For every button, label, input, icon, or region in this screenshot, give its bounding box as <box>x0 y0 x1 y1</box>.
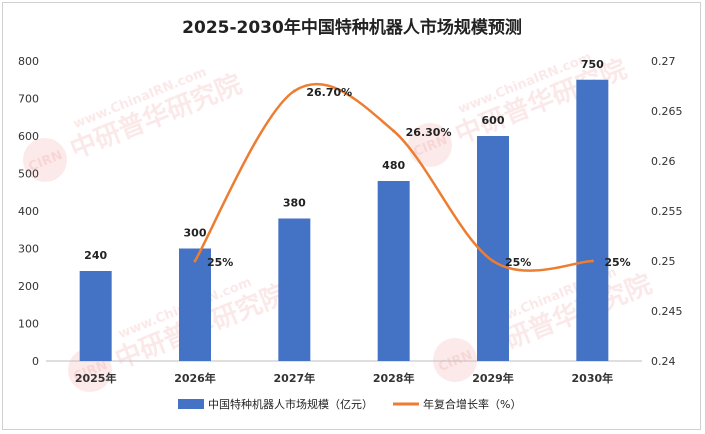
bar <box>278 218 311 361</box>
bar-value-label: 600 <box>482 114 505 127</box>
legend-swatch-bar <box>178 399 204 409</box>
bar-value-label: 480 <box>382 159 405 172</box>
legend-label-bar: 中国特种机器人市场规模（亿元） <box>208 397 373 411</box>
bar-value-label: 300 <box>184 227 207 240</box>
y-left-tick-label: 100 <box>18 318 39 331</box>
chart-title: 2025-2030年中国特种机器人市场规模预测 <box>182 17 522 38</box>
x-tick-label: 2025年 <box>75 371 117 385</box>
line-point <box>491 259 495 263</box>
bar-value-label: 380 <box>283 197 306 210</box>
bar-series: 240 300 380 480 600 750 <box>79 58 609 361</box>
y-right-tick-label: 0.265 <box>651 105 683 118</box>
y-right-tick-label: 0.27 <box>651 55 676 68</box>
line-value-label: 26.30% <box>406 126 452 139</box>
y-right-tick-label: 0.24 <box>651 355 676 368</box>
line-value-label: 25% <box>207 256 233 269</box>
axes: 0 100 200 300 400 500 600 700 800 0.24 0.245 0.25 0.… <box>18 55 683 385</box>
y-left-tick-label: 200 <box>18 280 39 293</box>
y-left-tick-label: 0 <box>32 355 39 368</box>
y-right-tick-label: 0.25 <box>651 255 676 268</box>
line-value-label: 26.70% <box>306 86 352 99</box>
bar <box>179 248 211 361</box>
line-value-label: 25% <box>505 256 531 269</box>
bar-value-label: 240 <box>84 249 107 262</box>
watermark-logo <box>23 138 67 182</box>
x-tick-label: 2030年 <box>572 371 614 385</box>
y-left-tick-label: 800 <box>18 55 39 68</box>
y-left-tick-label: 400 <box>18 205 39 218</box>
y-left-tick-label: 700 <box>18 93 39 106</box>
x-tick-label: 2026年 <box>174 371 216 385</box>
bar <box>377 181 410 361</box>
y-right-tick-label: 0.255 <box>651 205 683 218</box>
y-left-tick-label: 500 <box>18 168 39 181</box>
watermark-logo <box>433 338 477 382</box>
y-left-tick-label: 300 <box>18 243 39 256</box>
x-tick-label: 2028年 <box>373 371 415 385</box>
line-point <box>193 259 197 263</box>
x-tick-label: 2029年 <box>472 371 514 385</box>
watermark-logo <box>408 123 452 167</box>
bar-value-label: 750 <box>581 58 604 71</box>
line-series: 25% 26.70% 26.30% 25% 25% <box>193 82 631 272</box>
legend-label-line: 年复合增长率（%） <box>423 397 521 411</box>
y-right-tick-label: 0.245 <box>651 305 683 318</box>
line-point <box>590 259 594 263</box>
bar <box>79 271 112 361</box>
y-left-tick-label: 600 <box>18 130 39 143</box>
y-right-tick-label: 0.26 <box>651 155 676 168</box>
legend: 中国特种机器人市场规模（亿元） 年复合增长率（%） <box>178 397 521 411</box>
bar <box>477 136 509 361</box>
line-value-label: 25% <box>604 256 630 269</box>
line-point <box>292 89 296 93</box>
bar <box>576 79 609 361</box>
x-tick-label: 2027年 <box>274 371 316 385</box>
line-point <box>392 129 396 133</box>
